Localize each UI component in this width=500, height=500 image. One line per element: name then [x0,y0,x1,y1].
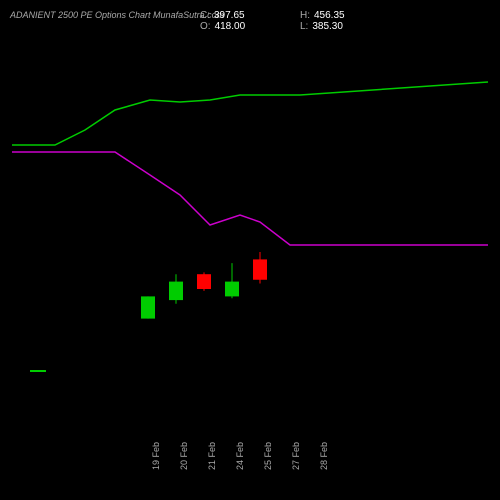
x-tick-label: 19 Feb [151,442,161,470]
x-tick-label: 24 Feb [235,442,245,470]
x-tick-label: 21 Feb [207,442,217,470]
x-tick-label: 25 Feb [263,442,273,470]
x-tick-label: 27 Feb [291,442,301,470]
chart-canvas [0,0,500,500]
x-tick-label: 28 Feb [319,442,329,470]
x-tick-label: 20 Feb [179,442,189,470]
